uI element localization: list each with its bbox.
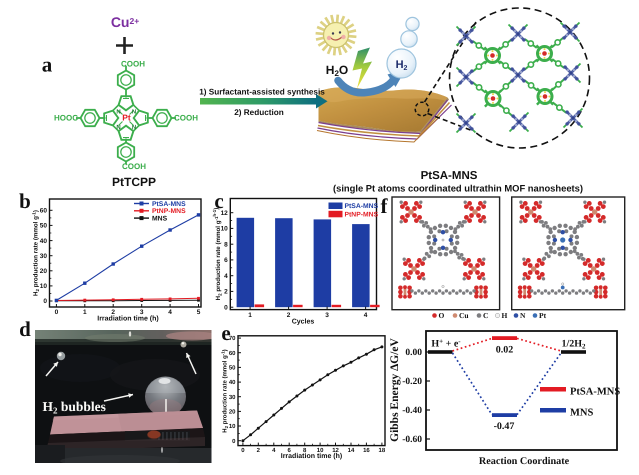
svg-text:2: 2 <box>287 312 291 319</box>
svg-text:18: 18 <box>379 447 386 454</box>
svg-text:6: 6 <box>288 447 292 454</box>
svg-text:-0.47: -0.47 <box>494 421 515 432</box>
svg-text:H2 bubbles: H2 bubbles <box>43 399 106 416</box>
svg-text:C: C <box>483 311 488 320</box>
svg-text:2: 2 <box>257 447 261 454</box>
svg-text:H+ + e-: H+ + e- <box>431 338 461 350</box>
svg-text:4: 4 <box>272 447 276 454</box>
svg-text:16: 16 <box>363 447 370 454</box>
svg-text:20: 20 <box>40 268 48 275</box>
svg-text:12: 12 <box>332 447 339 454</box>
svg-text:30: 30 <box>229 394 236 401</box>
svg-text:e: e <box>221 321 230 345</box>
svg-text:1) Surfactant-assisted synthes: 1) Surfactant-assisted synthesis <box>199 88 325 97</box>
svg-text:8: 8 <box>224 241 228 248</box>
svg-text:N: N <box>116 109 120 116</box>
svg-text:H2: H2 <box>396 59 408 72</box>
svg-text:0: 0 <box>224 304 228 311</box>
svg-text:40: 40 <box>40 238 48 245</box>
svg-text:8: 8 <box>303 447 307 454</box>
svg-text:COOH: COOH <box>174 114 198 123</box>
svg-text:3: 3 <box>140 309 144 316</box>
svg-text:1: 1 <box>83 309 87 316</box>
svg-text:10: 10 <box>229 423 236 430</box>
svg-text:O: O <box>439 311 445 320</box>
svg-text:c: c <box>214 189 223 213</box>
svg-text:HOOC: HOOC <box>54 114 78 123</box>
svg-text:70: 70 <box>229 335 236 342</box>
svg-text:H2O: H2O <box>326 63 348 78</box>
svg-text:0: 0 <box>232 438 236 445</box>
svg-text:60: 60 <box>229 350 236 357</box>
svg-text:PtNP-MNS: PtNP-MNS <box>345 211 379 218</box>
svg-text:Reaction Coordinate: Reaction Coordinate <box>479 456 570 467</box>
svg-text:50: 50 <box>40 223 48 230</box>
svg-text:4: 4 <box>168 309 172 316</box>
svg-text:Gibbs Energy ΔG/eV: Gibbs Energy ΔG/eV <box>389 337 401 441</box>
svg-text:4: 4 <box>364 312 368 319</box>
svg-text:14: 14 <box>348 447 355 454</box>
svg-text:12: 12 <box>221 210 229 217</box>
svg-text:5: 5 <box>197 309 201 316</box>
svg-text:2: 2 <box>224 289 228 296</box>
svg-text:PtSA-MNS: PtSA-MNS <box>345 203 379 210</box>
svg-text:0.00: 0.00 <box>405 348 422 358</box>
svg-text:PtSA-MNS: PtSA-MNS <box>152 201 186 208</box>
svg-text:50: 50 <box>229 365 236 372</box>
svg-text:Cu: Cu <box>459 311 469 320</box>
svg-text:b: b <box>19 189 31 213</box>
svg-text:2) Reduction: 2) Reduction <box>234 108 284 117</box>
svg-text:40: 40 <box>229 379 236 386</box>
svg-text:0.02: 0.02 <box>496 345 514 356</box>
svg-text:Irradiation time (h): Irradiation time (h) <box>97 315 158 323</box>
svg-text:N: N <box>520 311 526 320</box>
svg-text:2: 2 <box>111 309 115 316</box>
svg-text:f: f <box>381 194 389 218</box>
svg-text:60: 60 <box>40 208 48 215</box>
svg-text:Pt: Pt <box>539 311 547 320</box>
svg-text:MNS: MNS <box>152 215 168 222</box>
svg-text:30: 30 <box>40 253 48 260</box>
svg-text:N: N <box>132 109 136 116</box>
svg-text:1/2H2: 1/2H2 <box>561 339 586 351</box>
svg-text:0: 0 <box>55 309 59 316</box>
svg-text:20: 20 <box>229 408 236 415</box>
svg-text:10: 10 <box>317 447 324 454</box>
svg-text:10: 10 <box>221 226 229 233</box>
svg-text:H: H <box>502 311 508 320</box>
svg-text:Irradiation time (h): Irradiation time (h) <box>281 452 342 460</box>
svg-text:H2 production rate (mmol g-1): H2 production rate (mmol g-1) <box>32 210 40 296</box>
svg-text:Cycles: Cycles <box>292 318 315 326</box>
svg-text:PtSA-MNS: PtSA-MNS <box>570 387 620 398</box>
svg-text:3: 3 <box>325 312 329 319</box>
svg-text:PtTCPP: PtTCPP <box>112 175 156 189</box>
svg-text:PtNP-MNS: PtNP-MNS <box>152 208 186 215</box>
svg-text:Pt: Pt <box>122 113 131 123</box>
svg-text:a: a <box>42 53 53 77</box>
svg-text:H2 production rate (mmol g-1): H2 production rate (mmol g-1) <box>221 349 229 432</box>
svg-text:-0.20: -0.20 <box>402 377 422 387</box>
svg-text:d: d <box>19 317 31 341</box>
svg-text:-0.40: -0.40 <box>402 406 422 416</box>
svg-text:COOH: COOH <box>121 60 145 69</box>
svg-text:4: 4 <box>224 273 228 280</box>
svg-text:6: 6 <box>224 257 228 264</box>
svg-text:MNS: MNS <box>570 408 593 419</box>
svg-text:(single Pt atoms coordinated u: (single Pt atoms coordinated ultrathin M… <box>333 183 583 194</box>
svg-text:-0.60: -0.60 <box>402 435 422 445</box>
svg-text:0: 0 <box>43 298 47 305</box>
svg-text:N: N <box>132 124 136 131</box>
svg-text:N: N <box>116 124 120 131</box>
svg-text:PtSA-MNS: PtSA-MNS <box>421 170 478 182</box>
svg-text:1: 1 <box>248 312 252 319</box>
svg-text:0: 0 <box>241 447 245 454</box>
svg-text:H2 production rate (mmol g-1h-: H2 production rate (mmol g-1h-1) <box>212 208 222 301</box>
svg-text:10: 10 <box>40 283 48 290</box>
svg-text:COOH: COOH <box>122 162 146 171</box>
